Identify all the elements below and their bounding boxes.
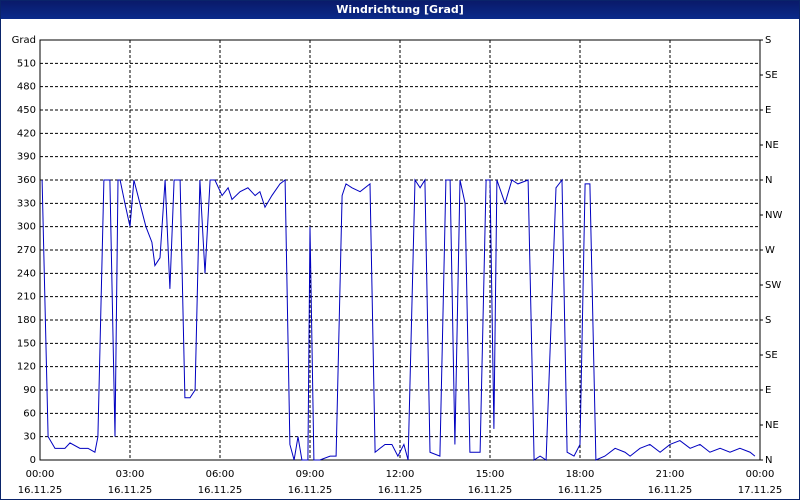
y2-tick-label: SE [765,350,778,361]
x-tick-label: 06:00 [206,469,235,480]
x-tick-date: 16.11.25 [468,485,513,496]
x-tick-date: 16.11.25 [648,485,693,496]
y-tick-label: 480 [17,82,36,93]
y2-tick-label: SW [765,280,781,291]
x-tick-label: 21:00 [656,469,685,480]
y-tick-label: 240 [17,268,36,279]
y-tick-label: 330 [17,198,36,209]
y-tick-label: 30 [23,432,36,443]
x-tick-label: 00:00 [26,469,55,480]
y-tick-label: 420 [17,128,36,139]
y2-tick-label: S [765,315,771,326]
y2-tick-label: N [765,455,772,466]
y-tick-label: 510 [17,58,36,69]
y-tick-label: 450 [17,105,36,116]
y-tick-label: 90 [23,385,36,396]
y-tick-label: 180 [17,315,36,326]
data-line [41,178,756,461]
x-tick-date: 16.11.25 [108,485,153,496]
y2-tick-label: NW [765,210,782,221]
x-tick-label: 09:00 [296,469,325,480]
x-tick-label: 18:00 [566,469,595,480]
y-tick-label: 300 [17,222,36,233]
y-tick-label: 270 [17,245,36,256]
x-tick-label: 03:00 [116,469,145,480]
x-tick-date: 16.11.25 [378,485,423,496]
title-bar: Windrichtung [Grad] [1,1,799,19]
x-tick-date: 16.11.25 [198,485,243,496]
y-tick-label: 210 [17,292,36,303]
y2-tick-label: W [765,245,775,256]
y-tick-label: 60 [23,408,36,419]
y2-tick-label: E [765,385,771,396]
x-tick-date: 16.11.25 [288,485,333,496]
x-tick-date: 16.11.25 [558,485,603,496]
x-tick-label: 00:00 [746,469,775,480]
y2-tick-label: SE [765,70,778,81]
y-tick-label: 120 [17,362,36,373]
y-tick-label: 150 [17,338,36,349]
y-tick-label: 390 [17,152,36,163]
y2-tick-label: NE [765,420,779,431]
y-tick-label: 0 [30,455,36,466]
y2-tick-label: N [765,175,772,186]
y2-tick-label: S [765,35,771,46]
y2-tick-label: NE [765,140,779,151]
x-tick-label: 15:00 [476,469,505,480]
x-tick-date: 17.11.25 [738,485,783,496]
x-tick-date: 16.11.25 [18,485,63,496]
y-tick-label: 360 [17,175,36,186]
x-tick-label: 12:00 [386,469,415,480]
y-tick-label: Grad [12,35,36,46]
y2-tick-label: E [765,105,771,116]
